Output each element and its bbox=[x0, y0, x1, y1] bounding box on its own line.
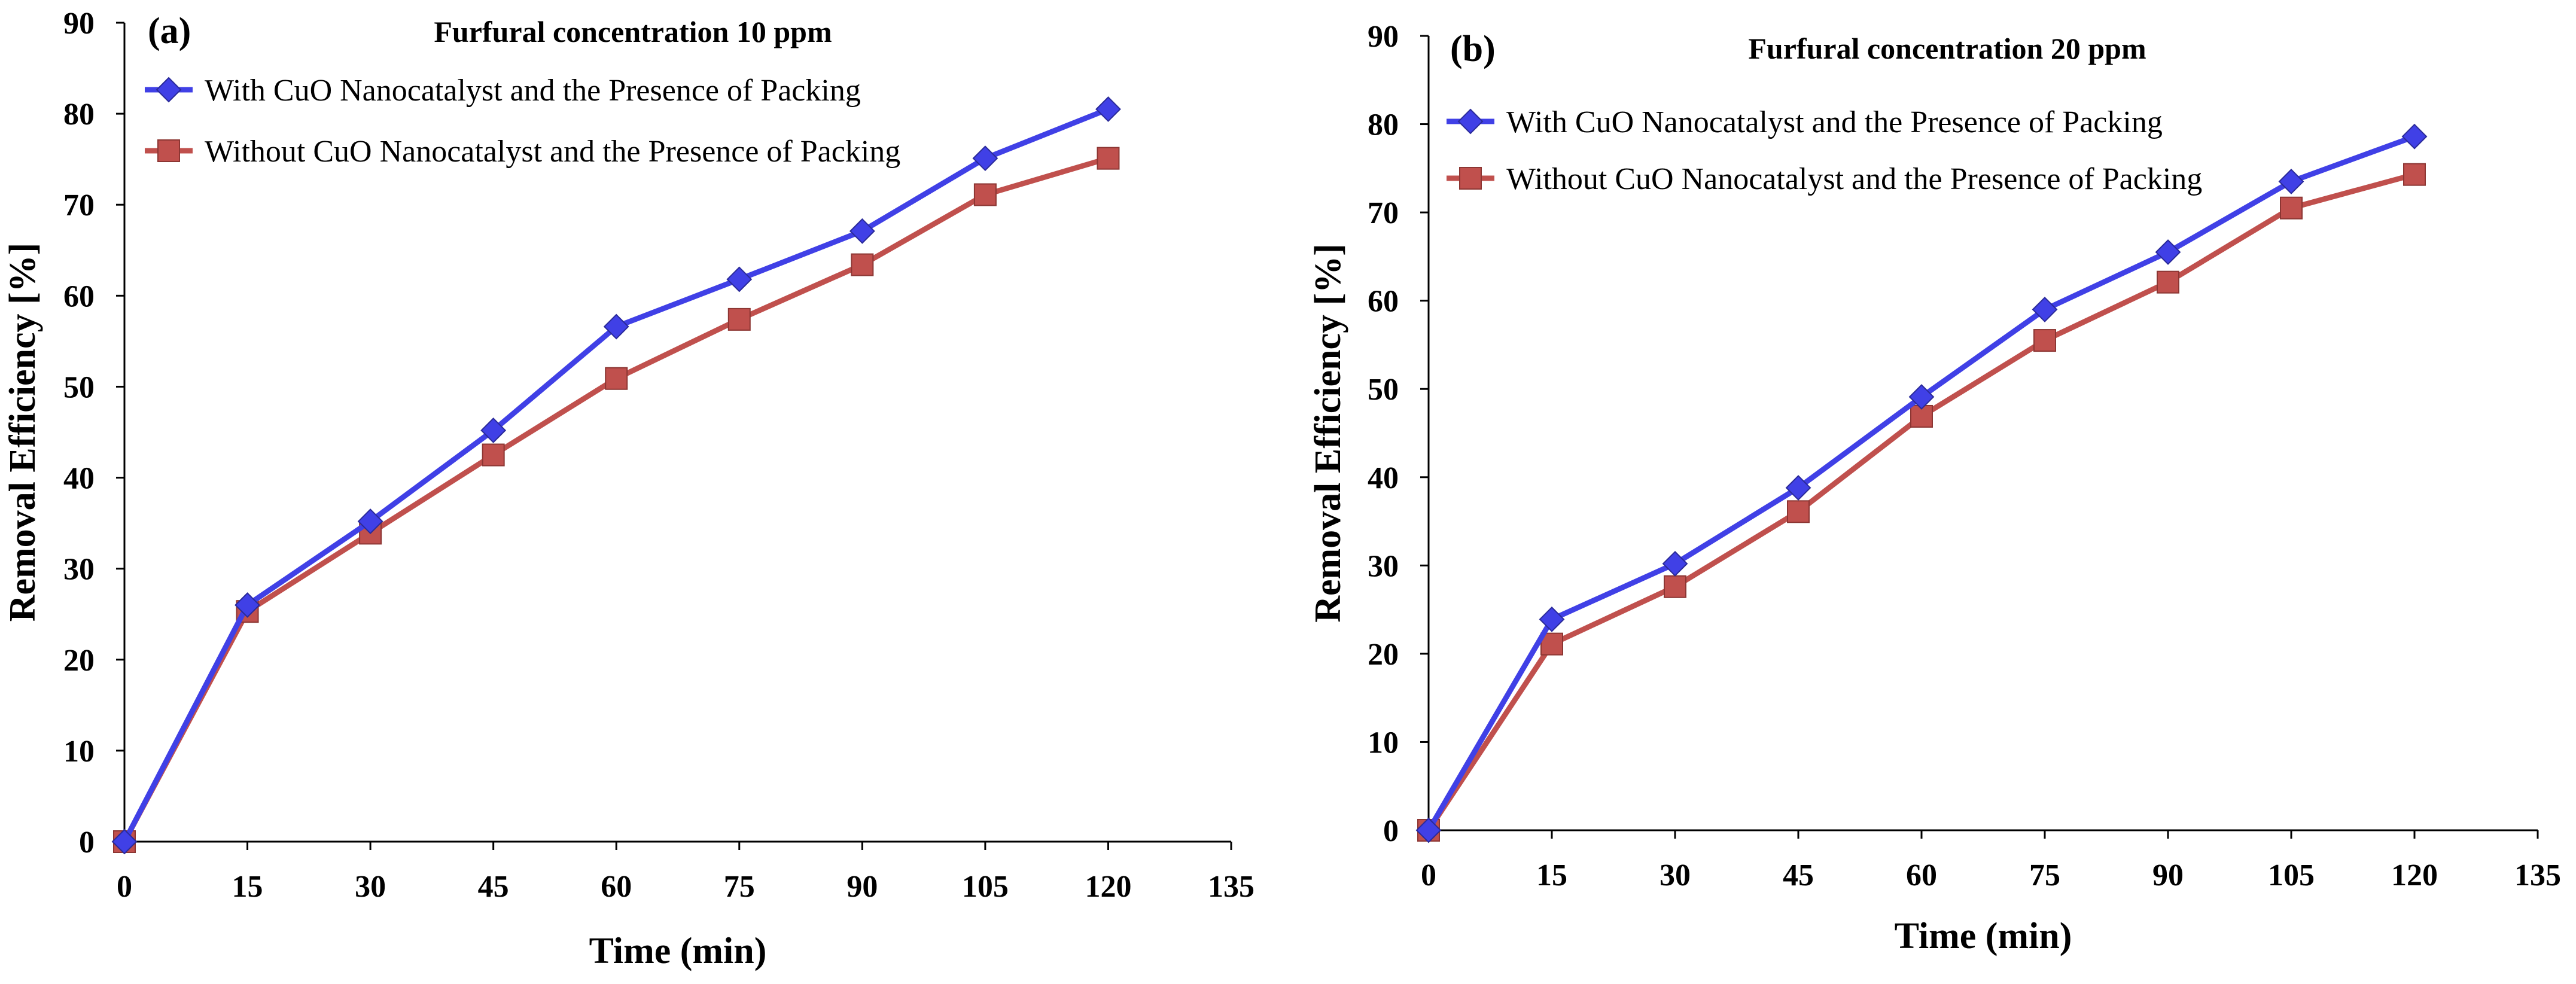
legend-marker-2 bbox=[1459, 167, 1482, 190]
x-tick-label: 135 bbox=[2514, 858, 2561, 892]
x-axis-title: Time (min) bbox=[1895, 916, 2072, 956]
data-point-series-2 bbox=[2033, 329, 2056, 352]
data-point-series-1 bbox=[2032, 297, 2058, 322]
data-point-series-1 bbox=[1095, 96, 1121, 122]
x-tick-label: 75 bbox=[724, 870, 755, 904]
x-tick-label: 60 bbox=[601, 870, 632, 904]
y-tick-label: 0 bbox=[79, 825, 95, 860]
chart-panel-a: 0 10 20 30 40 50 60 70 80 90 0 15 30 45 60 75 90 105 120 13… bbox=[2, 7, 1254, 971]
legend-label-1: With CuO Nanocatalyst and the Presence o… bbox=[1506, 105, 2163, 139]
chart-title: Furfural concentration 10 ppm bbox=[434, 15, 832, 48]
data-point-series-2 bbox=[1097, 147, 1120, 170]
data-point-series-1 bbox=[357, 508, 383, 534]
y-tick-label: 30 bbox=[63, 553, 95, 587]
data-point-series-1 bbox=[235, 592, 260, 618]
x-tick-label: 120 bbox=[1085, 870, 1131, 904]
y-tick-label: 30 bbox=[1368, 549, 1399, 583]
y-axis-title: Removal Efficiency [%] bbox=[2, 243, 43, 622]
legend-marker-1 bbox=[156, 77, 182, 103]
y-tick-label: 60 bbox=[1368, 285, 1399, 319]
panel-label: (a) bbox=[148, 11, 191, 51]
y-tick-label: 50 bbox=[1368, 373, 1399, 407]
data-point-series-2 bbox=[1787, 500, 1810, 523]
y-tick-label: 50 bbox=[63, 370, 95, 404]
x-tick-label: 45 bbox=[478, 870, 509, 904]
x-tick-label: 30 bbox=[355, 870, 386, 904]
data-point-series-1 bbox=[1539, 606, 1565, 632]
y-tick-label: 40 bbox=[63, 462, 95, 496]
legend-label-2: Without CuO Nanocatalyst and the Presenc… bbox=[1506, 162, 2202, 196]
data-point-series-1 bbox=[1908, 384, 1935, 410]
x-tick-label: 90 bbox=[2152, 858, 2184, 892]
y-tick-label: 90 bbox=[63, 7, 95, 41]
y-tick-label: 20 bbox=[63, 644, 95, 678]
x-tick-label: 75 bbox=[2029, 858, 2060, 892]
y-axis-title: Removal Efficiency [%] bbox=[1308, 243, 1348, 623]
data-point-series-1 bbox=[2278, 169, 2304, 194]
y-tick-label: 90 bbox=[1368, 20, 1399, 54]
x-tick-label: 120 bbox=[2391, 858, 2438, 892]
data-point-series-1 bbox=[2401, 123, 2428, 150]
data-point-series-2 bbox=[973, 183, 997, 206]
chart-panel-b: 0 10 20 30 40 50 60 70 80 90 0 15 30 45 60 75 90 105 120 13… bbox=[1308, 20, 2561, 956]
x-tick-label: 105 bbox=[962, 870, 1009, 904]
y-tick-label: 10 bbox=[1368, 726, 1399, 760]
x-axis-title: Time (min) bbox=[589, 931, 767, 971]
data-point-series-1 bbox=[849, 218, 875, 244]
y-tick-label: 10 bbox=[63, 735, 95, 769]
data-point-series-2 bbox=[482, 443, 505, 467]
data-point-series-1 bbox=[111, 828, 138, 855]
x-tick-label: 30 bbox=[1660, 858, 1691, 892]
y-tick-label: 80 bbox=[1368, 108, 1399, 142]
y-tick-label: 60 bbox=[63, 279, 95, 313]
data-point-series-1 bbox=[972, 145, 998, 172]
data-point-series-1 bbox=[603, 313, 629, 340]
y-tick-label: 80 bbox=[63, 98, 95, 132]
x-tick-label: 90 bbox=[847, 870, 878, 904]
data-point-series-2 bbox=[851, 253, 874, 276]
x-tick-label: 15 bbox=[1536, 858, 1567, 892]
chart-title: Furfural concentration 20 ppm bbox=[1748, 32, 2146, 65]
data-point-series-2 bbox=[727, 307, 751, 331]
panel-label: (b) bbox=[1450, 29, 1496, 69]
data-point-series-1 bbox=[726, 266, 753, 293]
x-tick-label: 15 bbox=[232, 870, 263, 904]
legend-marker-1 bbox=[1457, 108, 1484, 135]
y-tick-label: 70 bbox=[63, 188, 95, 223]
x-tick-label: 0 bbox=[1421, 858, 1436, 892]
legend-label-1: With CuO Nanocatalyst and the Presence o… bbox=[205, 74, 861, 108]
data-point-series-2 bbox=[2157, 270, 2179, 294]
y-tick-label: 20 bbox=[1368, 638, 1399, 672]
x-tick-label: 105 bbox=[2268, 858, 2315, 892]
y-tick-label: 40 bbox=[1368, 461, 1399, 495]
data-point-series-2 bbox=[2280, 196, 2303, 220]
data-point-series-2 bbox=[605, 367, 628, 390]
data-point-series-1 bbox=[1785, 475, 1811, 501]
data-point-series-1 bbox=[2155, 239, 2181, 265]
x-tick-label: 0 bbox=[117, 870, 132, 904]
data-point-series-1 bbox=[1415, 817, 1442, 843]
data-point-series-1 bbox=[1662, 550, 1688, 577]
data-point-series-2 bbox=[2403, 163, 2426, 186]
legend-marker-2 bbox=[157, 139, 180, 162]
x-tick-label: 135 bbox=[1208, 870, 1254, 904]
x-tick-label: 45 bbox=[1783, 858, 1814, 892]
data-point-series-1 bbox=[480, 418, 507, 443]
y-tick-label: 0 bbox=[1383, 814, 1399, 848]
x-tick-label: 60 bbox=[1906, 858, 1937, 892]
data-point-series-2 bbox=[1664, 575, 1686, 598]
legend-label-2: Without CuO Nanocatalyst and the Presenc… bbox=[205, 135, 900, 169]
y-tick-label: 70 bbox=[1368, 196, 1399, 230]
